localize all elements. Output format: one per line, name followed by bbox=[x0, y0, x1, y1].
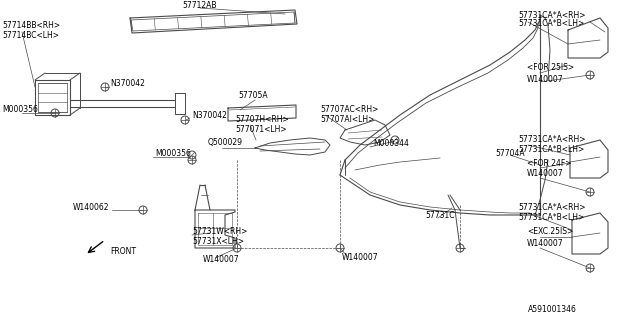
Text: N370042: N370042 bbox=[110, 79, 145, 89]
Text: FRONT: FRONT bbox=[110, 247, 136, 257]
Text: 57704A: 57704A bbox=[495, 148, 525, 157]
Text: 577071<LH>: 577071<LH> bbox=[235, 124, 287, 133]
Text: 57731C: 57731C bbox=[425, 211, 454, 220]
Text: <EXC.25IS>: <EXC.25IS> bbox=[527, 228, 573, 236]
Text: 57731CA*A<RH>: 57731CA*A<RH> bbox=[518, 135, 586, 145]
Text: W140007: W140007 bbox=[342, 253, 379, 262]
Text: 57714BB<RH>: 57714BB<RH> bbox=[2, 21, 60, 30]
Text: 57705A: 57705A bbox=[238, 91, 268, 100]
Text: M000344: M000344 bbox=[373, 139, 409, 148]
Text: 57712AB: 57712AB bbox=[182, 1, 216, 10]
Text: 57731CA*B<LH>: 57731CA*B<LH> bbox=[518, 20, 584, 28]
Text: 57731CA*B<LH>: 57731CA*B<LH> bbox=[518, 212, 584, 221]
Text: 57714BC<LH>: 57714BC<LH> bbox=[2, 30, 59, 39]
Text: 57707AI<LH>: 57707AI<LH> bbox=[320, 115, 374, 124]
Text: 57731X<LH>: 57731X<LH> bbox=[192, 236, 244, 245]
Text: <FOR 25IS>: <FOR 25IS> bbox=[527, 63, 574, 73]
Text: M000356: M000356 bbox=[2, 106, 38, 115]
Text: Q500029: Q500029 bbox=[208, 139, 243, 148]
Text: W140007: W140007 bbox=[527, 170, 564, 179]
Text: N370042: N370042 bbox=[192, 110, 227, 119]
Text: W140007: W140007 bbox=[527, 75, 564, 84]
Text: M000356: M000356 bbox=[155, 148, 191, 157]
Text: 57731CA*A<RH>: 57731CA*A<RH> bbox=[518, 204, 586, 212]
Text: 57731CA*B<LH>: 57731CA*B<LH> bbox=[518, 145, 584, 154]
Text: W140007: W140007 bbox=[527, 238, 564, 247]
Text: W140007: W140007 bbox=[203, 255, 239, 265]
Text: A591001346: A591001346 bbox=[528, 306, 577, 315]
Text: 57731W<RH>: 57731W<RH> bbox=[192, 228, 248, 236]
Text: 57707H<RH>: 57707H<RH> bbox=[235, 116, 289, 124]
Text: 57707AC<RH>: 57707AC<RH> bbox=[320, 106, 378, 115]
Text: 57731CA*A<RH>: 57731CA*A<RH> bbox=[518, 11, 586, 20]
Text: <FOR 24F>: <FOR 24F> bbox=[527, 158, 572, 167]
Text: W140062: W140062 bbox=[73, 204, 109, 212]
